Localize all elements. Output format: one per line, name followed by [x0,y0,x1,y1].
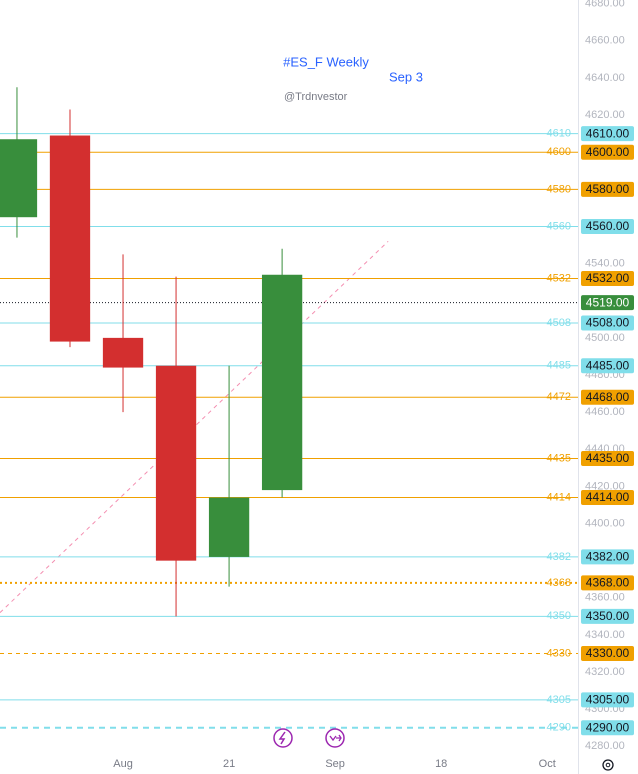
candle-body [208,497,250,557]
x-tick-label: Oct [539,758,556,770]
icon[interactable] [325,728,345,748]
x-tick-label: Sep [325,758,345,770]
icon-glyph [329,734,342,742]
chart-title: #ES_F Weekly [283,54,369,69]
level-text: 4382 [547,551,571,563]
y-tick-label: 4360.00 [585,592,625,604]
level-text: 4330 [547,647,571,659]
price-box-label: 4532.00 [586,271,630,285]
level-text: 4610 [547,128,571,140]
icon-circle [325,728,345,748]
level-text: 4508 [547,317,571,329]
x-tick-label: 18 [435,758,447,770]
y-tick-label: 4640.00 [585,72,625,84]
price-box-label: 4485.00 [586,358,630,372]
y-tick-label: 4420.00 [585,480,625,492]
trend-line [0,240,389,613]
chart-subtitle: Sep 3 [389,69,423,84]
y-tick-label: 4280.00 [585,740,625,752]
y-tick-label: 4400.00 [585,517,625,529]
icon[interactable] [273,728,293,748]
candle-body [49,135,91,342]
level-text: 4305 [547,694,571,706]
level-text: 4580 [547,183,571,195]
icon-circle [273,728,293,748]
price-box-label: 4350.00 [586,609,630,623]
y-tick-label: 4680.00 [585,0,625,10]
price-box [581,645,634,661]
level-text: 4532 [547,272,571,284]
y-tick-label: 4660.00 [585,35,625,47]
y-tick-label: 4320.00 [585,666,625,678]
y-tick-label: 4460.00 [585,406,625,418]
price-box [581,389,634,405]
icon-glyph [278,731,286,745]
price-box [581,720,634,736]
price-box-label: 4519.00 [586,295,630,309]
level-text: 4435 [547,452,571,464]
level-text: 4350 [547,610,571,622]
price-box-label: 4305.00 [586,693,630,707]
price-box-label: 4290.00 [586,720,630,734]
candle-body [0,139,38,218]
price-box [581,315,634,331]
price-box [581,451,634,467]
y-tick-label: 4500.00 [585,332,625,344]
x-tick-label: 21 [223,758,235,770]
price-box [581,144,634,160]
level-text: 4290 [547,722,571,734]
y-tick-label: 4540.00 [585,258,625,270]
price-labels: 4610.00 4600.00 4580.00 4560.00 4532.00 4519.… [581,126,634,736]
level-text: 4560 [547,220,571,232]
x-tick-label: Aug [113,758,133,770]
plot: 4280.004300.004320.004340.004360.004380.… [0,0,625,770]
price-box-label: 4610.00 [586,126,630,140]
price-box [581,692,634,708]
price-box [581,358,634,374]
price-box [581,549,634,565]
price-box [581,575,634,591]
price-box [581,181,634,197]
price-box-label: 4330.00 [586,646,630,660]
price-box [581,608,634,624]
price-box-label: 4600.00 [586,145,630,159]
level-text: 4414 [547,491,571,503]
price-box-label: 4368.00 [586,576,630,590]
level-text: 4472 [547,391,571,403]
price-box [581,295,634,311]
settings-button[interactable] [602,759,614,771]
price-box [581,218,634,234]
candle-body [261,274,303,491]
price-box [581,126,634,142]
gear-center [605,762,611,768]
price-box-label: 4468.00 [586,390,630,404]
y-tick-label: 4620.00 [585,109,625,121]
level-text: 4485 [547,360,571,372]
candle-body [155,365,197,561]
price-box-label: 4580.00 [586,182,630,196]
price-box-label: 4560.00 [586,219,630,233]
level-text: 4600 [547,146,571,158]
price-box-label: 4435.00 [586,451,630,465]
level-text: 4368 [547,577,571,589]
price-box [581,270,634,286]
price-box [581,490,634,506]
price-box-label: 4382.00 [586,550,630,564]
price-box-label: 4414.00 [586,490,630,504]
gear [602,759,614,771]
author: @Trdnvestor [284,91,348,103]
price-box-label: 4508.00 [586,316,630,330]
candle-body [102,337,144,368]
y-tick-label: 4340.00 [585,629,625,641]
